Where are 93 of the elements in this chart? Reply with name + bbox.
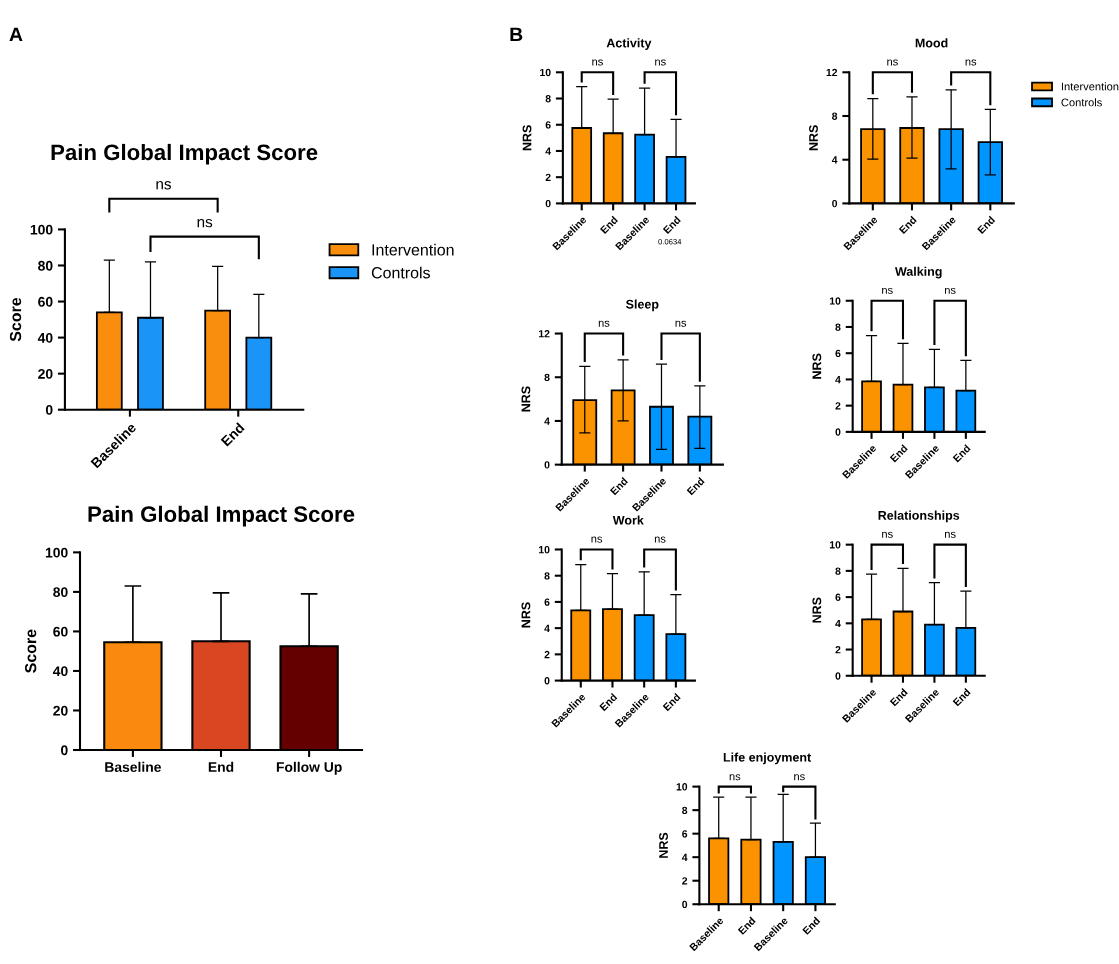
x-tick-label: Baseline	[105, 761, 161, 772]
x-tick-label: End	[208, 761, 234, 772]
y-tick-label: 10	[829, 297, 841, 305]
chart-title: Pain Global Impact Score	[51, 143, 318, 165]
chart-title: Work	[612, 515, 644, 525]
y-tick-label: 0	[61, 745, 68, 756]
text: ns	[675, 320, 687, 327]
y-tick-label: 0	[835, 428, 841, 436]
text: ns	[592, 59, 603, 66]
chart-title: Activity	[606, 38, 652, 50]
y-tick-label: 0	[544, 461, 550, 469]
text: ns	[882, 531, 893, 538]
text: ns	[156, 181, 172, 190]
text: ns	[945, 531, 956, 538]
chart-title: Walking	[894, 266, 942, 279]
y-tick-label: 4	[835, 619, 841, 628]
chart-title: Pain Global Impact Score	[88, 505, 355, 527]
y-tick-label: 2	[545, 173, 551, 181]
chart-title: Mood	[915, 38, 948, 48]
y-tick-label: 0	[682, 900, 688, 909]
y-tick-label: 80	[38, 260, 53, 271]
y-tick-label: 0	[835, 672, 841, 680]
text: ns	[882, 287, 893, 294]
text: ns	[945, 287, 956, 294]
y-tick-label: 2	[682, 877, 688, 885]
y-tick-label: 0	[45, 405, 53, 415]
legend-label: Intervention	[372, 243, 454, 256]
y-tick-label: 4	[544, 417, 550, 425]
y-tick-label: 20	[38, 368, 53, 379]
chart-title: Sleep	[625, 299, 659, 312]
text: ns	[794, 774, 805, 781]
y-tick-label: 6	[835, 349, 841, 358]
y-tick-label: 0	[832, 199, 838, 208]
y-tick-label: 2	[544, 650, 550, 659]
y-tick-label: 4	[544, 624, 550, 632]
y-tick-label: 10	[539, 545, 550, 554]
y-tick-label: 0	[544, 677, 550, 685]
text: ns	[655, 59, 666, 66]
y-tick-label: 80	[53, 587, 68, 598]
y-tick-label: 2	[835, 402, 841, 410]
text: ns	[887, 59, 898, 66]
y-tick-label: 4	[681, 853, 688, 861]
text: ns	[197, 218, 213, 228]
y-tick-label: 6	[544, 598, 550, 606]
chart-title: Relationships	[878, 510, 960, 523]
y-axis-title: NRS	[809, 125, 818, 151]
y-tick-label: 40	[52, 666, 68, 677]
legend-label: Intervention	[1061, 82, 1119, 91]
text: B	[510, 27, 523, 42]
legend-label: Controls	[1061, 98, 1102, 107]
text: ns	[729, 774, 741, 781]
y-tick-label: 10	[676, 783, 688, 791]
y-tick-label: 6	[682, 830, 688, 838]
y-tick-label: 6	[545, 121, 551, 129]
text: ns	[591, 536, 603, 543]
text: ns	[965, 59, 977, 66]
text: ns	[598, 320, 610, 327]
y-tick-label: 4	[545, 147, 551, 155]
x-tick-label: Follow Up	[276, 761, 342, 775]
y-tick-label: 0	[545, 199, 551, 208]
y-tick-label: 8	[682, 806, 688, 815]
y-tick-label: 8	[832, 112, 838, 120]
y-tick-label: 8	[545, 95, 551, 103]
y-tick-label: 100	[30, 224, 53, 235]
y-tick-label: 4	[835, 376, 841, 384]
y-tick-label: 8	[544, 373, 550, 382]
y-tick-label: 60	[53, 626, 68, 637]
y-tick-label: 4	[831, 156, 838, 164]
text: A	[9, 27, 23, 42]
y-tick-label: 60	[38, 296, 53, 307]
y-tick-label: 20	[53, 705, 68, 716]
y-axis-title: NRS	[659, 832, 668, 858]
y-axis-title: NRS	[812, 597, 822, 623]
legend-label: Controls	[371, 266, 430, 279]
y-tick-label: 8	[544, 572, 550, 580]
chart-title: Life enjoyment	[723, 752, 812, 765]
y-tick-label: 6	[835, 593, 841, 601]
y-axis-title: Score	[9, 297, 22, 342]
y-axis-title: NRS	[521, 386, 531, 412]
y-tick-label: 10	[540, 68, 551, 77]
y-tick-label: 100	[45, 547, 68, 558]
y-tick-label: 8	[835, 567, 841, 575]
y-axis-title: NRS	[521, 602, 531, 628]
text: ns	[654, 536, 666, 543]
y-axis-title: NRS	[812, 353, 822, 379]
y-tick-label: 2	[835, 646, 841, 654]
y-tick-label: 10	[829, 541, 841, 549]
y-axis-title: NRS	[522, 125, 532, 151]
y-tick-label: 12	[826, 68, 838, 77]
y-tick-label: 8	[835, 323, 841, 331]
y-axis-title: Score	[25, 629, 37, 673]
y-tick-label: 12	[539, 330, 550, 338]
y-tick-label: 40	[37, 332, 53, 343]
